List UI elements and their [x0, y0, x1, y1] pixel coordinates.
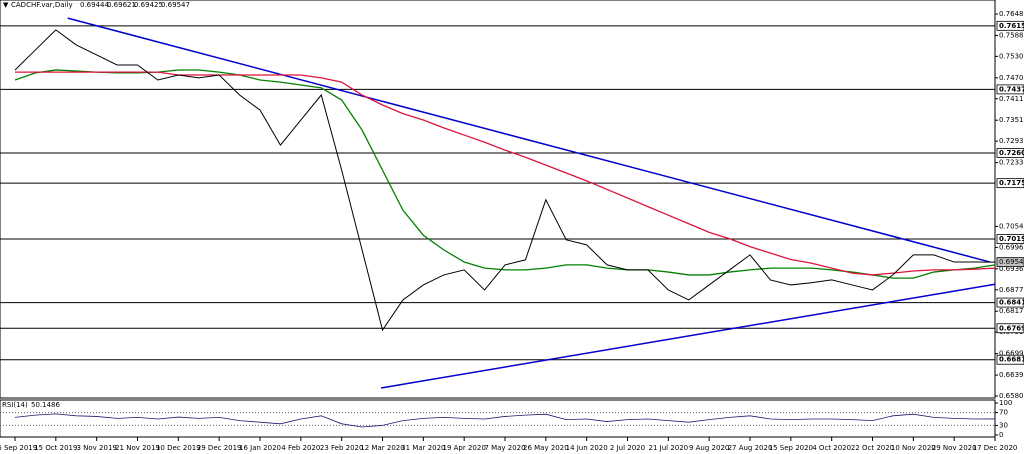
rsi-tick-label: 0 [999, 431, 1003, 439]
y-tick-label: 0.68175 [999, 307, 1024, 315]
x-tick-label: 27 Aug 2020 [728, 444, 773, 452]
main-panel [0, 0, 996, 399]
trendline [380, 283, 996, 389]
x-tick-label: 22 Oct 2020 [851, 444, 894, 452]
level-label-box [996, 148, 1024, 158]
rsi-tick-label: 100 [999, 399, 1012, 407]
x-tick-label: 7 May 2020 [484, 444, 525, 452]
x-tick-label: 12 Mar 2020 [360, 444, 404, 452]
level-label-box [996, 297, 1024, 308]
x-tick-label: 21 Jul 2020 [649, 444, 689, 452]
level-label-box [996, 20, 1024, 31]
level-label: 0.66819 [999, 356, 1024, 364]
y-tick-label: 0.74115 [999, 95, 1024, 103]
x-tick-label: 17 Dec 2020 [973, 444, 1018, 452]
rsi-line [14, 413, 996, 428]
y-tick-label: 0.65805 [999, 392, 1024, 400]
x-tick-label: 26 Sep 2019 [0, 444, 37, 452]
x-tick-label: 29 Nov 2020 [932, 444, 977, 452]
x-tick-label: 4 Oct 2020 [812, 444, 851, 452]
trendline [67, 17, 991, 263]
rsi-title: RSI(14) [2, 401, 28, 409]
price-label: 0.69547 [999, 258, 1024, 266]
x-tick-label: 9 Aug 2020 [689, 444, 729, 452]
x-tick-label: 2 Jul 2020 [610, 444, 645, 452]
rsi-value: 50.1486 [31, 401, 60, 409]
rsi-tick-label: 70 [999, 409, 1008, 417]
level-label-box [996, 178, 1024, 189]
level-label: 0.70194 [999, 235, 1024, 243]
x-tick-label: 10 Nov 2020 [891, 444, 936, 452]
ohlc-value: 0.69547 [161, 1, 190, 9]
level-label-box [996, 234, 1024, 244]
level-label-box [996, 323, 1024, 334]
level-label-box [996, 354, 1024, 365]
ohlc-value: 0.69621 [107, 1, 136, 9]
level-label: 0.71756 [999, 179, 1024, 187]
x-tick-label: 16 Jan 2020 [239, 444, 281, 452]
header: ▼ CADCHF.var,Daily 0.69444 0.69621 0.694… [3, 1, 190, 9]
level-label: 0.67699 [999, 324, 1024, 332]
x-tick-label: 4 Feb 2020 [281, 444, 320, 452]
x-tick-label: 29 Dec 2019 [197, 444, 242, 452]
y-tick-label: 0.73515 [999, 116, 1024, 124]
header-arrow: ▼ [3, 1, 9, 9]
level-label: 0.74377 [999, 85, 1024, 93]
x-tick-label: 31 Mar 2020 [401, 444, 445, 452]
x-tick-label: 19 Apr 2020 [443, 444, 486, 452]
y-tick-label: 0.76485 [999, 10, 1024, 18]
x-tick-label: 10 Dec 2019 [156, 444, 201, 452]
x-tick-label: 23 Feb 2020 [320, 444, 364, 452]
x-tick-label: 21 Nov 2019 [115, 444, 160, 452]
level-label-box [996, 84, 1024, 95]
rsi-tick-label: 30 [999, 421, 1008, 429]
level-label: 0.68417 [999, 299, 1024, 307]
ohlc-value: 0.69425 [134, 1, 163, 9]
x-tick-label: 26 May 2020 [523, 444, 569, 452]
moving-average [14, 69, 996, 279]
symbol: CADCHF.var,Daily [11, 1, 73, 9]
y-tick-label: 0.75885 [999, 31, 1024, 39]
price-label-box [996, 257, 1024, 268]
x-tick-label: 15 Oct 2019 [34, 444, 77, 452]
price-line [14, 29, 996, 332]
ohlc-value: 0.69444 [80, 1, 109, 9]
y-tick-label: 0.70545 [999, 222, 1024, 230]
level-label: 0.76154 [999, 22, 1024, 30]
x-tick-label: 3 Nov 2019 [76, 444, 116, 452]
x-tick-label: 15 Sep 2020 [769, 444, 813, 452]
y-tick-label: 0.68775 [999, 286, 1024, 294]
x-tick-label: 14 Jun 2020 [566, 444, 608, 452]
